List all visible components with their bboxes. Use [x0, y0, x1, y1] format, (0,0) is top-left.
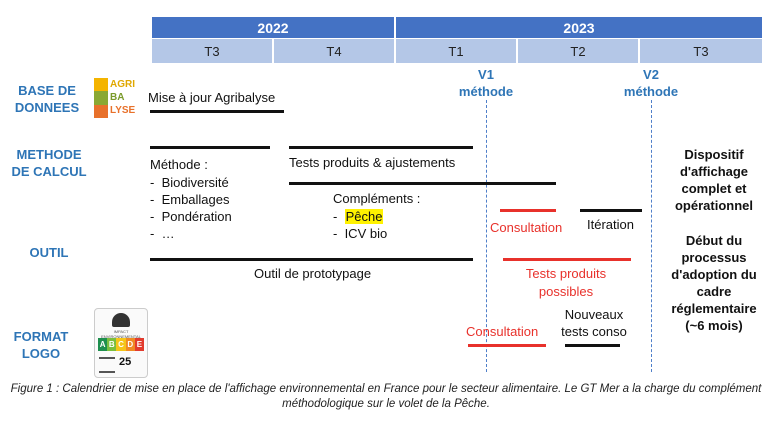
side-note-adoption: Début du processus d'adoption du cadre r… — [671, 233, 757, 333]
quarter-t2-2023: T2 — [518, 39, 638, 63]
milestone-v1-label: V1 méthode — [458, 67, 514, 99]
methode-list: - Biodiversité - Emballages - Pondératio… — [150, 174, 232, 242]
methode-bar — [150, 146, 270, 149]
agribalyse-logo-line-2: BA — [110, 92, 125, 103]
row-label-methode: METHODE DE CALCUL — [11, 147, 87, 179]
complements-list: - Pêche - ICV bio — [333, 208, 387, 242]
agribalyse-logo-stripe — [94, 91, 108, 105]
consultation-label-2: Consultation — [466, 324, 539, 339]
iteration-label: Itération — [587, 217, 634, 232]
environmental-score-scale: A B C D E — [98, 338, 145, 351]
score-letter-c: C — [116, 338, 126, 351]
row-label-base: BASE DE DONNEES — [14, 83, 80, 115]
list-item: - Pêche — [333, 209, 384, 224]
score-letter-e: E — [134, 338, 145, 351]
milestone-v2-line — [651, 100, 652, 372]
scale-icon — [99, 357, 115, 373]
side-note-dispositif: Dispositif d'affichage complet et opérat… — [674, 147, 753, 213]
score-letter-a: A — [98, 338, 108, 351]
tests-produits-bar — [289, 146, 473, 149]
complements-bar — [289, 182, 556, 185]
tests-produits-label: Tests produits & ajustements — [289, 155, 456, 170]
agribalyse-logo-line-3: LYSE — [110, 105, 136, 116]
figure-caption: Figure 1 : Calendrier de mise en place d… — [10, 383, 762, 410]
milestone-v2-label: V2 méthode — [623, 67, 679, 99]
iteration-bar — [580, 209, 642, 212]
environmental-score-title: IMPACT ENVIRONNEMENTAL — [101, 329, 141, 339]
quarter-t3-2023: T3 — [640, 39, 762, 63]
environmental-score-value: 25 — [119, 356, 132, 368]
outil-prototypage-bar — [150, 258, 473, 261]
agribalyse-logo-stripe — [94, 105, 108, 118]
agribalyse-update-bar — [150, 110, 284, 113]
row-label-format: FORMAT LOGO — [13, 329, 69, 361]
list-item: - Emballages — [150, 192, 230, 207]
leaf-icon — [112, 313, 130, 327]
agribalyse-update-label: Mise à jour Agribalyse — [148, 90, 276, 105]
list-item: - Pondération — [150, 209, 232, 224]
methode-title: Méthode : — [150, 157, 208, 172]
outil-prototypage-label: Outil de prototypage — [254, 266, 372, 281]
quarter-t4-2022: T4 — [274, 39, 394, 63]
year-2022: 2022 — [152, 17, 394, 38]
quarter-t1-2023: T1 — [396, 39, 516, 63]
nouveaux-tests-bar — [565, 344, 620, 347]
consultation-bar-2 — [468, 344, 546, 347]
score-letter-d: D — [125, 338, 135, 351]
score-letter-b: B — [107, 338, 117, 351]
complements-title: Compléments : — [333, 191, 421, 206]
milestone-v1-line — [486, 100, 487, 372]
agribalyse-logo: AGRI BA LYSE — [94, 78, 140, 118]
nouveaux-tests-label: Nouveaux tests conso — [561, 307, 627, 339]
environmental-score-logo: IMPACT ENVIRONNEMENTAL A B C D E 25 — [94, 308, 148, 378]
quarter-t3-2022: T3 — [152, 39, 272, 63]
tests-possibles-label: Tests produits possibles — [525, 266, 607, 299]
consultation-bar-1 — [500, 209, 556, 212]
row-label-outil: OUTIL — [29, 245, 69, 260]
list-item: - … — [150, 226, 175, 241]
list-item: - Biodiversité — [150, 175, 229, 190]
year-2023: 2023 — [396, 17, 762, 38]
list-item: - ICV bio — [333, 226, 388, 241]
tests-possibles-bar — [503, 258, 631, 261]
consultation-label-1: Consultation — [490, 220, 563, 235]
agribalyse-logo-line-1: AGRI — [110, 79, 135, 90]
